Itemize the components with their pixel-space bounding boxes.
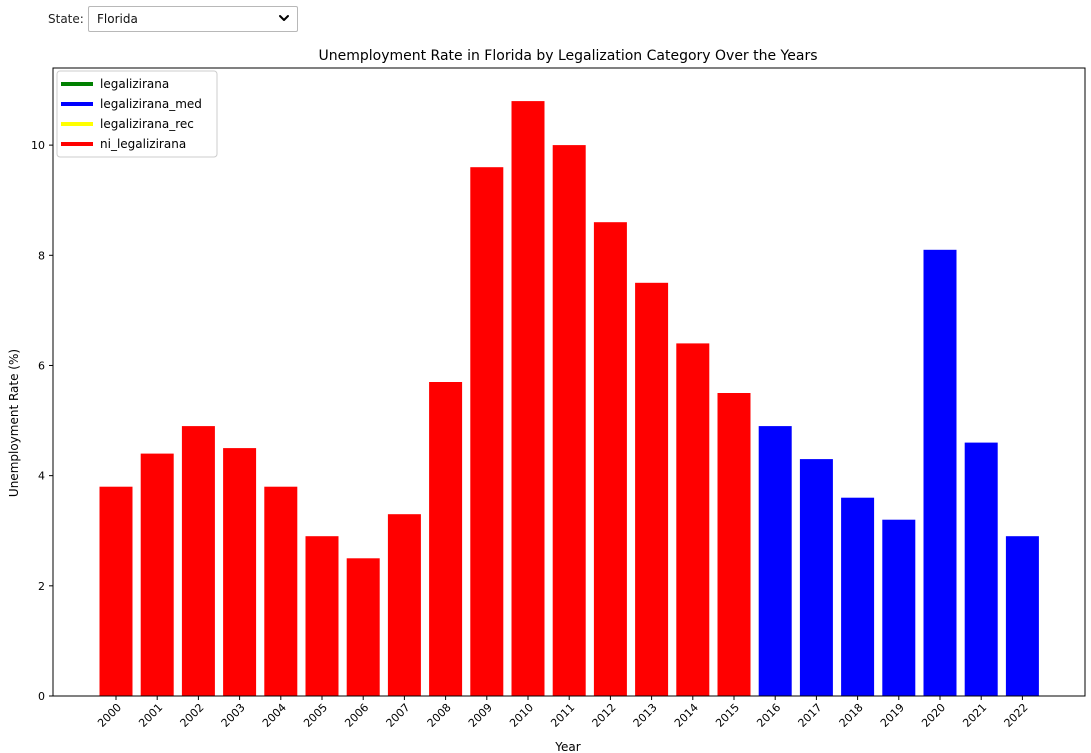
bar-2004 — [264, 486, 298, 696]
x-tick-label: 2016 — [754, 701, 783, 730]
y-axis: 0 2 4 6 8 10 — [31, 139, 53, 703]
x-tick-label: 2021 — [960, 701, 989, 730]
legend-label: legalizirana_med — [100, 97, 202, 111]
x-tick-label: 2000 — [95, 701, 124, 730]
y-tick-label: 2 — [38, 580, 45, 593]
legend-label: legalizirana_rec — [100, 117, 194, 131]
x-tick-label: 2007 — [384, 701, 413, 730]
state-label: State: — [48, 12, 84, 26]
bar-2010 — [511, 101, 545, 697]
x-tick-label: 2002 — [178, 701, 207, 730]
bar-2000 — [99, 486, 133, 696]
x-tick-label: 2014 — [672, 701, 701, 730]
bars-group — [99, 101, 1039, 697]
y-axis-label: Unemployment Rate (%) — [7, 349, 21, 497]
x-tick-label: 2010 — [507, 701, 536, 730]
x-tick-label: 2015 — [713, 701, 742, 730]
legend-label: ni_legalizirana — [100, 137, 186, 151]
x-tick-label: 2009 — [466, 701, 495, 730]
legend: legalizirana legalizirana_med legalizirana… — [56, 70, 218, 158]
x-tick-label: 2018 — [837, 701, 866, 730]
y-tick-label: 10 — [31, 139, 45, 152]
bar-2019 — [882, 519, 916, 696]
x-axis-label: Year — [554, 740, 580, 753]
bar-2014 — [676, 343, 710, 696]
bar-2018 — [841, 497, 875, 696]
chart-title: Unemployment Rate in Florida by Legaliza… — [318, 48, 817, 64]
y-tick-label: 8 — [38, 249, 45, 262]
bar-2008 — [429, 382, 463, 696]
x-tick-label: 2005 — [301, 701, 330, 730]
x-tick-label: 2020 — [919, 701, 948, 730]
x-tick-label: 2006 — [342, 701, 371, 730]
x-tick-label: 2003 — [219, 701, 248, 730]
bar-2005 — [305, 536, 339, 696]
x-tick-label: 2011 — [548, 701, 577, 730]
y-tick-label: 4 — [38, 470, 45, 483]
bar-2017 — [799, 459, 833, 696]
x-tick-label: 2017 — [796, 701, 825, 730]
x-axis: 2000 2001 2002 2003 2004 2005 2006 2007 2008 2009… — [95, 696, 1031, 730]
bar-2012 — [593, 222, 627, 696]
state-dropdown-value: Florida — [97, 12, 138, 26]
legend-label: legalizirana — [100, 77, 169, 91]
x-tick-label: 2004 — [260, 701, 289, 730]
bar-2011 — [552, 145, 586, 697]
bar-2001 — [140, 453, 174, 696]
bar-2002 — [181, 426, 215, 696]
x-tick-label: 2001 — [136, 701, 165, 730]
y-tick-label: 0 — [38, 690, 45, 703]
bar-chart: Unemployment Rate in Florida by Legaliza… — [7, 48, 1086, 753]
x-tick-label: 2022 — [1002, 701, 1031, 730]
bar-2020 — [923, 249, 957, 697]
bar-2007 — [387, 514, 421, 696]
bar-2016 — [758, 426, 792, 696]
x-tick-label: 2019 — [878, 701, 907, 730]
bar-2022 — [1005, 536, 1039, 696]
chevron-down-icon — [279, 15, 289, 21]
bar-2003 — [223, 448, 257, 696]
x-tick-label: 2013 — [631, 701, 660, 730]
bar-2015 — [717, 393, 751, 696]
x-tick-label: 2012 — [590, 701, 619, 730]
bar-2013 — [635, 282, 669, 696]
x-tick-label: 2008 — [425, 701, 454, 730]
bar-2021 — [964, 442, 998, 696]
controls-bar: State: Florida — [0, 0, 1091, 40]
bar-2009 — [470, 167, 504, 696]
legend-box — [56, 70, 218, 158]
state-dropdown[interactable]: Florida — [88, 6, 298, 32]
y-tick-label: 6 — [38, 359, 45, 372]
bar-2006 — [346, 558, 380, 696]
